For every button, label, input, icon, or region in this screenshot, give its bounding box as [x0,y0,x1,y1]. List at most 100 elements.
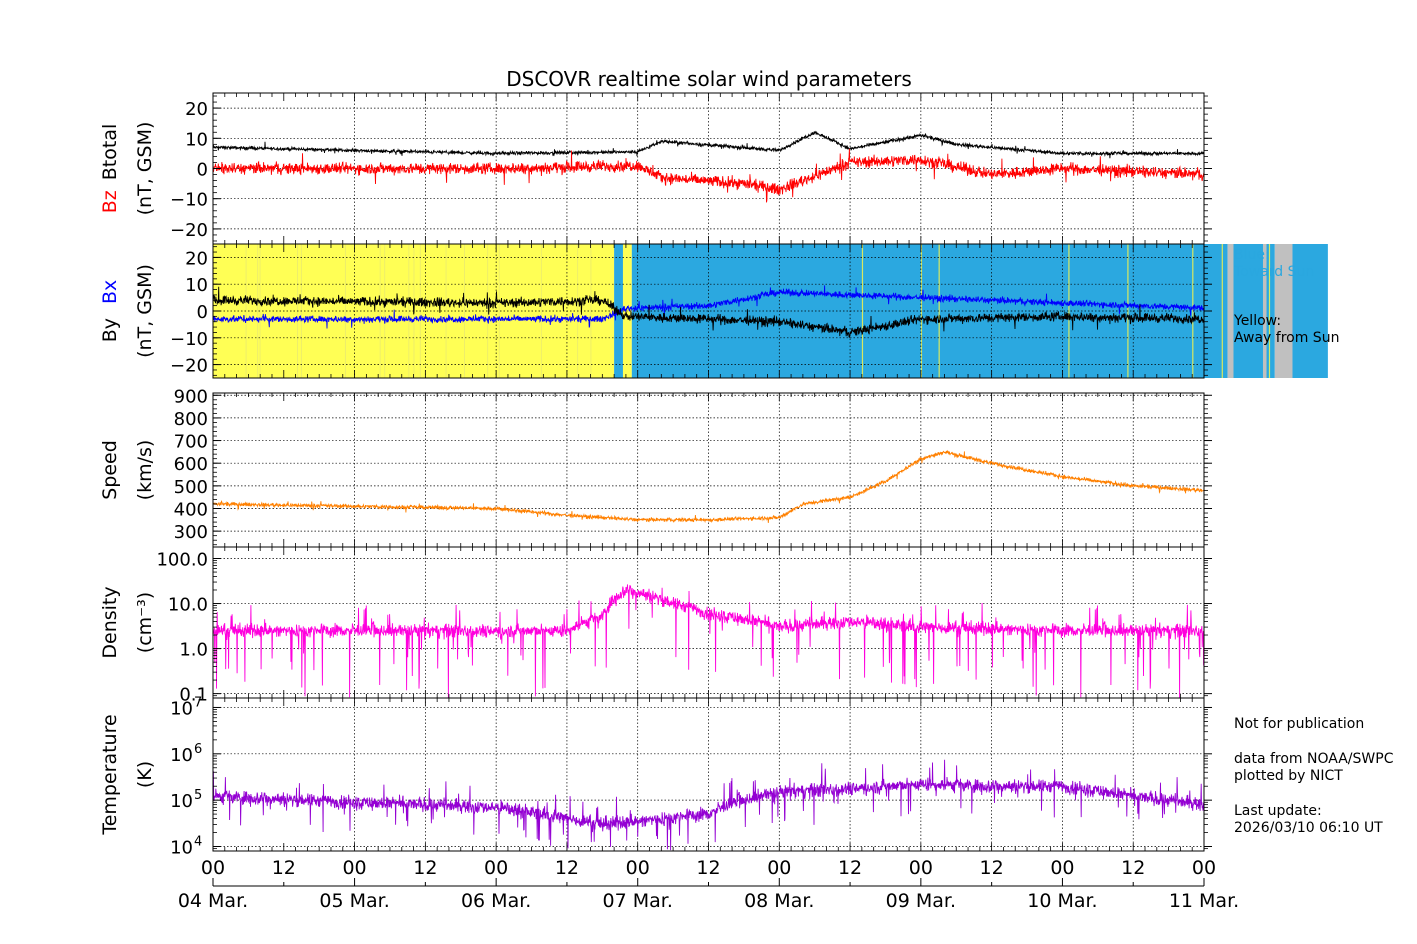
x-tick-label: 00 [909,857,933,879]
date-label: 06 Mar. [461,890,531,912]
y-tick-label: 1.0 [179,640,208,661]
sector-band-toward [1292,244,1328,378]
y-axis-label: Density [99,586,121,658]
series-line-speed [213,449,1204,524]
sector-streak [498,244,500,378]
x-tick-label: 12 [838,857,862,879]
legend-away-from-sun: Yellow: Away from Sun [1234,313,1340,346]
y-tick-exponent: 7 [194,695,202,710]
y-tick-label: 700 [174,432,208,453]
sector-streak [464,244,465,378]
date-label: 08 Mar. [744,890,814,912]
y-tick-label: 900 [174,386,208,407]
x-tick-label: 12 [696,857,720,879]
series-line-by [213,286,1204,338]
y-tick-label: 20 [185,99,208,120]
date-label: 04 Mar. [178,890,248,912]
sector-streak [938,244,940,378]
y-tick-label: 800 [174,409,208,430]
sector-streak [445,244,447,378]
sector-streak [379,244,381,378]
y-axis-units: (nT, GSM) [134,122,156,216]
y-tick-label: 10 [170,745,193,766]
date-label: 07 Mar. [603,890,673,912]
x-tick-label: 12 [555,857,579,879]
y-tick-label: 10.0 [168,595,208,616]
sector-streak [1068,244,1070,378]
y-label-bx: Bx [99,280,121,304]
x-tick-label: 00 [767,857,791,879]
legend-toward-sun: Blue: Toward Sun [1234,247,1315,280]
y-axis-units: (nT, GSM) [134,264,156,358]
sector-band-toward [1233,244,1263,378]
x-tick-label: 00 [1050,857,1074,879]
y-tick-label: 300 [174,522,208,543]
y-tick-exponent: 4 [194,835,202,850]
panel-frame [212,546,1205,699]
y-tick-label: 0.1 [179,685,208,706]
sector-band-gap [1262,244,1267,378]
date-label: 11 Mar. [1169,890,1239,912]
x-tick-label: 00 [1192,857,1216,879]
y-tick-label: −20 [170,220,208,241]
date-label: 05 Mar. [319,890,389,912]
y-axis-units: (cm⁻³) [134,592,156,653]
y-tick-label: 400 [174,500,208,521]
series-line-temperature [213,759,1204,851]
panel-density: 0.1 1.0 10.0 100.0 Density (cm⁻³) [99,546,1212,706]
x-tick-label: 12 [272,857,296,879]
y-axis-units: (K) [134,761,156,788]
y-tick-label: 10 [185,129,208,150]
sector-band-gap [1274,244,1293,378]
panel-mag: −20 −10 0 10 20 Bz Btotal (nT, GSM) [99,92,1212,245]
x-tick-label: 12 [980,857,1004,879]
sector-streak [1221,244,1223,378]
y-tick-label: −20 [170,356,208,377]
y-axis-label: Bz Btotal [99,124,121,214]
y-tick-label: 10 [170,791,193,812]
not-for-publication-note: Not for publication [1234,716,1365,732]
x-tick-label: 12 [1121,857,1145,879]
date-label: 09 Mar. [886,890,956,912]
y-tick-label: −10 [170,329,208,350]
series-line-bz [213,148,1204,203]
sector-streak [861,244,864,378]
y-label-by: By [99,318,121,342]
y-tick-exponent: 6 [194,742,202,757]
sector-streak [344,244,346,378]
sector-band-toward [1266,244,1275,378]
x-tick-label: 00 [626,857,650,879]
sector-streak [1192,244,1194,378]
y-axis-label: Speed [99,440,121,500]
sector-streak [245,244,247,378]
y-tick-label: 600 [174,454,208,475]
sector-streak [408,244,410,378]
series-line-btotal [213,130,1204,159]
sector-streak [540,244,542,378]
y-axis-units: (km/s) [134,440,156,501]
y-tick-label: 500 [174,477,208,498]
y-tick-label: 100.0 [156,549,208,570]
x-tick-label: 12 [413,857,437,879]
y-tick-label: 10 [170,698,193,719]
panel-imf: −20 −10 0 10 20 By Bx (nT, GSM) [99,243,1328,379]
y-tick-label: −10 [170,190,208,211]
y-tick-label: 10 [170,838,193,859]
data-source-note: data from NOAA/SWPC plotted by NICT [1234,751,1394,784]
x-tick-label: 00 [342,857,366,879]
series-line-density [213,584,1204,698]
date-label: 10 Mar. [1027,890,1097,912]
series-line-bx [213,285,1204,329]
x-tick-label: 00 [201,857,225,879]
sector-band-gap [1227,244,1234,378]
sector-streak [1268,244,1271,378]
chart-title: DSCOVR realtime solar wind parameters [506,67,912,91]
y-tick-label: 0 [197,160,208,181]
y-tick-exponent: 5 [194,788,202,803]
y-tick-label: 20 [185,248,208,269]
x-axis: 00 12 00 12 00 12 00 12 00 12 00 12 00 12 00 04 Mar. 05 … [178,857,1239,912]
sector-streak [590,244,592,378]
y-tick-label: 0 [197,302,208,323]
